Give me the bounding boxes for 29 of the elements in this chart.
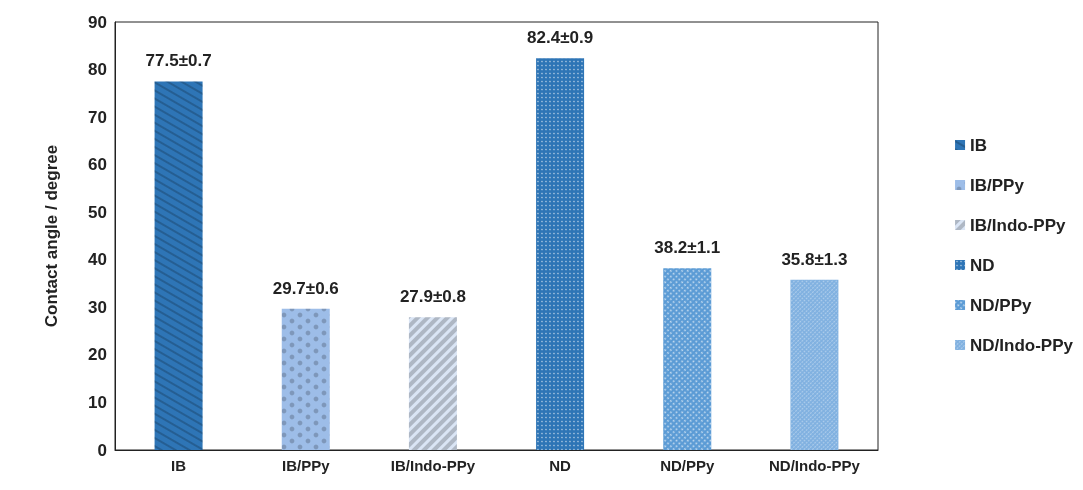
data-label: 38.2±1.1 — [654, 238, 721, 258]
y-axis-title: Contact angle / degree — [42, 144, 61, 328]
y-tick-label: 80 — [88, 60, 107, 80]
x-tick-label: IB/PPy — [281, 457, 331, 474]
y-tick-label: 40 — [88, 250, 107, 270]
x-tick-label: IB — [171, 457, 187, 474]
y-tick-label: 60 — [88, 155, 107, 175]
legend-label: IB/PPy — [970, 175, 1025, 195]
data-label: 29.7±0.6 — [272, 278, 339, 298]
data-label: 27.9±0.8 — [399, 287, 466, 307]
y-tick-label: 20 — [88, 345, 107, 365]
legend-label: ND/Indo-PPy — [970, 335, 1074, 355]
data-label: 77.5±0.7 — [145, 51, 212, 71]
y-tick-label: 50 — [88, 202, 107, 222]
legend-label: IB — [970, 135, 988, 155]
y-tick-label: 30 — [88, 297, 107, 317]
x-tick-label: IB/Indo-PPy — [390, 457, 476, 474]
legend-label: ND/PPy — [970, 295, 1033, 315]
legend-label: ND — [970, 255, 995, 275]
data-label: 82.4±0.9 — [527, 28, 594, 48]
y-tick-label: 10 — [88, 392, 107, 412]
legend-label: IB/Indo-PPy — [970, 215, 1066, 235]
x-tick-label: ND/Indo-PPy — [768, 457, 861, 474]
y-tick-label: 70 — [88, 107, 107, 127]
y-tick-label: 0 — [97, 440, 107, 460]
data-label: 35.8±1.3 — [781, 249, 848, 269]
x-tick-label: ND/PPy — [660, 457, 715, 474]
x-tick-label: ND — [549, 457, 572, 474]
y-tick-label: 90 — [88, 12, 107, 32]
